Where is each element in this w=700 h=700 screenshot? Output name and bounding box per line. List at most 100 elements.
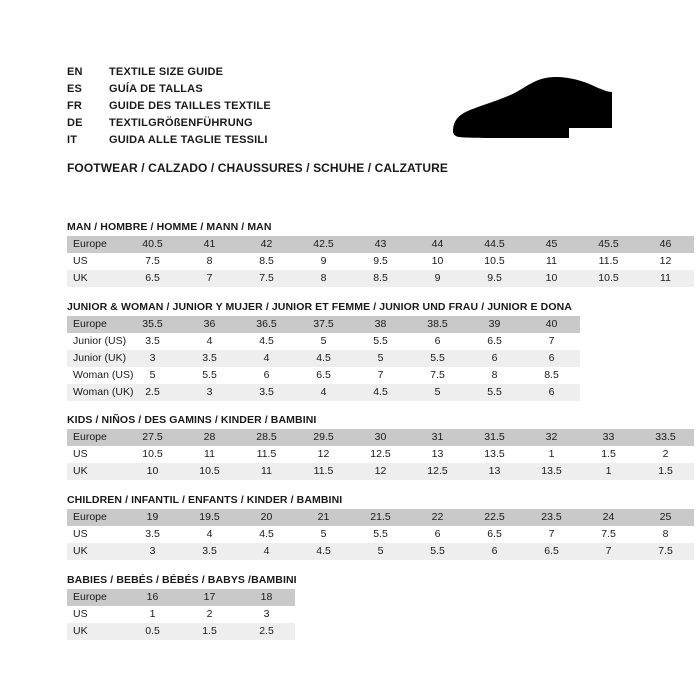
size-cell: 33 <box>580 429 637 446</box>
size-cell: 19.5 <box>181 509 238 526</box>
row-label: Europe <box>67 316 124 333</box>
size-cell: 10.5 <box>181 463 238 480</box>
size-cell: 9.5 <box>352 253 409 270</box>
size-cell: 8 <box>181 253 238 270</box>
size-cell: 11 <box>637 270 694 287</box>
size-cell: 11.5 <box>580 253 637 270</box>
size-cell: 3 <box>181 384 238 401</box>
size-cell: 32 <box>523 429 580 446</box>
size-cell: 45.5 <box>580 236 637 253</box>
size-cell: 10.5 <box>580 270 637 287</box>
language-row: ES GUÍA DE TALLAS <box>67 81 633 98</box>
section-babies: BABIES / BEBÉS / BÉBÉS / BABYS /BAMBINI … <box>67 574 297 640</box>
language-row: IT GUIDA ALLE TAGLIE TESSILI <box>67 132 633 149</box>
size-cell: 2 <box>181 606 238 623</box>
size-cell: 28.5 <box>238 429 295 446</box>
language-row: FR GUIDE DES TAILLES TEXTILE <box>67 98 633 115</box>
size-cell: 3 <box>238 606 295 623</box>
size-cell: 1 <box>124 606 181 623</box>
row-label: US <box>67 526 124 543</box>
size-cell: 7.5 <box>637 543 694 560</box>
size-cell: 11 <box>523 253 580 270</box>
size-cell: 2.5 <box>238 623 295 640</box>
language-guide-title: GUIDE DES TAILLES TEXTILE <box>109 100 271 112</box>
size-table-children: Europe 19 19.5 20 21 21.5 22 22.5 23.5 24 25 US 3.5 4… <box>67 509 694 560</box>
table-row: US 7.5 8 8.5 9 9.5 10 10.5 11 11.5 12 <box>67 253 694 270</box>
row-label: US <box>67 606 124 623</box>
size-cell: 8 <box>466 367 523 384</box>
size-cell: 7 <box>523 526 580 543</box>
size-cell: 21.5 <box>352 509 409 526</box>
size-cell: 12 <box>295 446 352 463</box>
size-cell: 10 <box>124 463 181 480</box>
footwear-category-title: FOOTWEAR / CALZADO / CHAUSSURES / SCHUHE… <box>67 161 448 175</box>
size-cell: 28 <box>181 429 238 446</box>
language-row: EN TEXTILE SIZE GUIDE <box>67 64 633 81</box>
size-cell: 21 <box>295 509 352 526</box>
size-cell: 3.5 <box>124 333 181 350</box>
row-label: Europe <box>67 429 124 446</box>
size-cell: 37.5 <box>295 316 352 333</box>
size-cell: 13.5 <box>523 463 580 480</box>
size-cell: 40.5 <box>124 236 181 253</box>
size-cell: 7 <box>181 270 238 287</box>
row-label: UK <box>67 270 124 287</box>
size-cell: 20 <box>238 509 295 526</box>
size-cell: 4 <box>295 384 352 401</box>
row-label: Europe <box>67 236 124 253</box>
size-cell: 6 <box>466 350 523 367</box>
size-cell: 4.5 <box>295 350 352 367</box>
size-cell: 25 <box>637 509 694 526</box>
size-cell: 4 <box>238 543 295 560</box>
size-cell: 7 <box>523 333 580 350</box>
size-cell: 3.5 <box>238 384 295 401</box>
size-cell: 11.5 <box>295 463 352 480</box>
size-cell: 6 <box>238 367 295 384</box>
size-cell: 40 <box>523 316 580 333</box>
size-cell: 5 <box>352 543 409 560</box>
size-cell: 8.5 <box>352 270 409 287</box>
size-cell: 6.5 <box>124 270 181 287</box>
size-cell: 6.5 <box>466 333 523 350</box>
row-label: Europe <box>67 509 124 526</box>
size-cell: 2 <box>637 446 694 463</box>
size-cell: 10 <box>409 253 466 270</box>
table-row: Woman (UK) 2.5 3 3.5 4 4.5 5 5.5 6 <box>67 384 580 401</box>
size-cell: 7.5 <box>124 253 181 270</box>
language-row: DE TEXTILGRÖßENFÜHRUNG <box>67 115 633 132</box>
size-cell: 4 <box>181 526 238 543</box>
table-row: UK 3 3.5 4 4.5 5 5.5 6 6.5 7 7.5 <box>67 543 694 560</box>
row-label: UK <box>67 463 124 480</box>
size-cell: 5 <box>124 367 181 384</box>
size-cell: 8 <box>637 526 694 543</box>
size-cell: 8 <box>295 270 352 287</box>
size-cell: 33.5 <box>637 429 694 446</box>
language-guide-title: TEXTILE SIZE GUIDE <box>109 66 224 78</box>
size-cell: 13 <box>466 463 523 480</box>
dress-shoe-silhouette-icon <box>446 76 616 148</box>
size-cell: 6 <box>409 526 466 543</box>
size-cell: 44 <box>409 236 466 253</box>
size-cell: 3.5 <box>181 543 238 560</box>
size-cell: 17 <box>181 589 238 606</box>
table-row: US 1 2 3 <box>67 606 295 623</box>
table-header-row: Europe 19 19.5 20 21 21.5 22 22.5 23.5 24 25 <box>67 509 694 526</box>
size-cell: 22 <box>409 509 466 526</box>
size-cell: 9.5 <box>466 270 523 287</box>
size-table-man: Europe 40.5 41 42 42.5 43 44 44.5 45 45.5 46 US 7.5 8… <box>67 236 694 287</box>
size-cell: 4 <box>238 350 295 367</box>
row-label: Junior (UK) <box>67 350 126 367</box>
size-cell: 13.5 <box>466 446 523 463</box>
size-cell: 8.5 <box>238 253 295 270</box>
table-header-row: Europe 35.5 36 36.5 37.5 38 38.5 39 40 <box>67 316 580 333</box>
table-row: US 10.5 11 11.5 12 12.5 13 13.5 1 1.5 2 <box>67 446 694 463</box>
row-label: UK <box>67 623 124 640</box>
size-cell: 19 <box>124 509 181 526</box>
size-cell: 5.5 <box>181 367 238 384</box>
language-code: FR <box>67 100 83 112</box>
size-cell: 10.5 <box>466 253 523 270</box>
size-cell: 16 <box>124 589 181 606</box>
table-row: Junior (US) 3.5 4 4.5 5 5.5 6 6.5 7 <box>67 333 580 350</box>
size-cell: 22.5 <box>466 509 523 526</box>
section-title-man: MAN / HOMBRE / HOMME / MANN / MAN <box>67 221 272 233</box>
